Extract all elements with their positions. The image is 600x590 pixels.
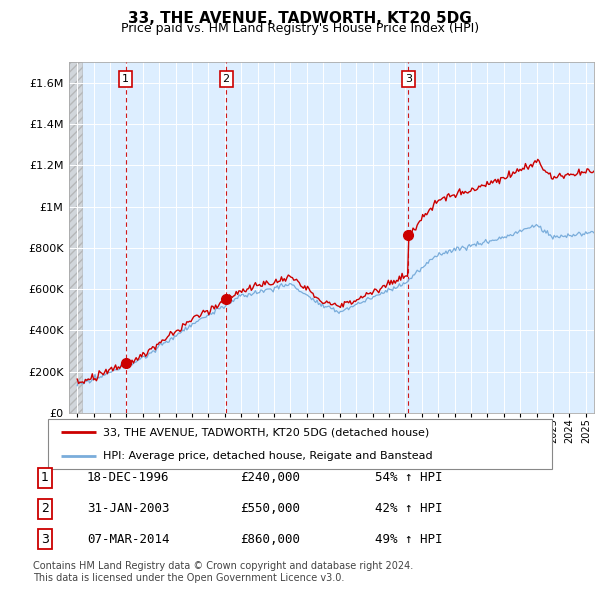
Text: 54% ↑ HPI: 54% ↑ HPI (375, 471, 443, 484)
Text: Price paid vs. HM Land Registry's House Price Index (HPI): Price paid vs. HM Land Registry's House … (121, 22, 479, 35)
Text: 31-JAN-2003: 31-JAN-2003 (87, 502, 170, 515)
Text: Contains HM Land Registry data © Crown copyright and database right 2024.: Contains HM Land Registry data © Crown c… (33, 561, 413, 571)
Text: 1: 1 (122, 74, 129, 84)
Bar (69, 62, 82, 413)
Text: 2: 2 (223, 74, 230, 84)
Text: 49% ↑ HPI: 49% ↑ HPI (375, 533, 443, 546)
Text: HPI: Average price, detached house, Reigate and Banstead: HPI: Average price, detached house, Reig… (103, 451, 433, 461)
Text: 3: 3 (41, 533, 49, 546)
Text: 07-MAR-2014: 07-MAR-2014 (87, 533, 170, 546)
FancyBboxPatch shape (48, 419, 552, 469)
Text: £860,000: £860,000 (240, 533, 300, 546)
Text: £240,000: £240,000 (240, 471, 300, 484)
Text: 2: 2 (41, 502, 49, 515)
Text: 42% ↑ HPI: 42% ↑ HPI (375, 502, 443, 515)
Text: 1: 1 (41, 471, 49, 484)
Text: £550,000: £550,000 (240, 502, 300, 515)
Text: 18-DEC-1996: 18-DEC-1996 (87, 471, 170, 484)
Text: 3: 3 (405, 74, 412, 84)
Text: This data is licensed under the Open Government Licence v3.0.: This data is licensed under the Open Gov… (33, 573, 344, 583)
Text: 33, THE AVENUE, TADWORTH, KT20 5DG: 33, THE AVENUE, TADWORTH, KT20 5DG (128, 11, 472, 25)
Text: 33, THE AVENUE, TADWORTH, KT20 5DG (detached house): 33, THE AVENUE, TADWORTH, KT20 5DG (deta… (103, 427, 430, 437)
